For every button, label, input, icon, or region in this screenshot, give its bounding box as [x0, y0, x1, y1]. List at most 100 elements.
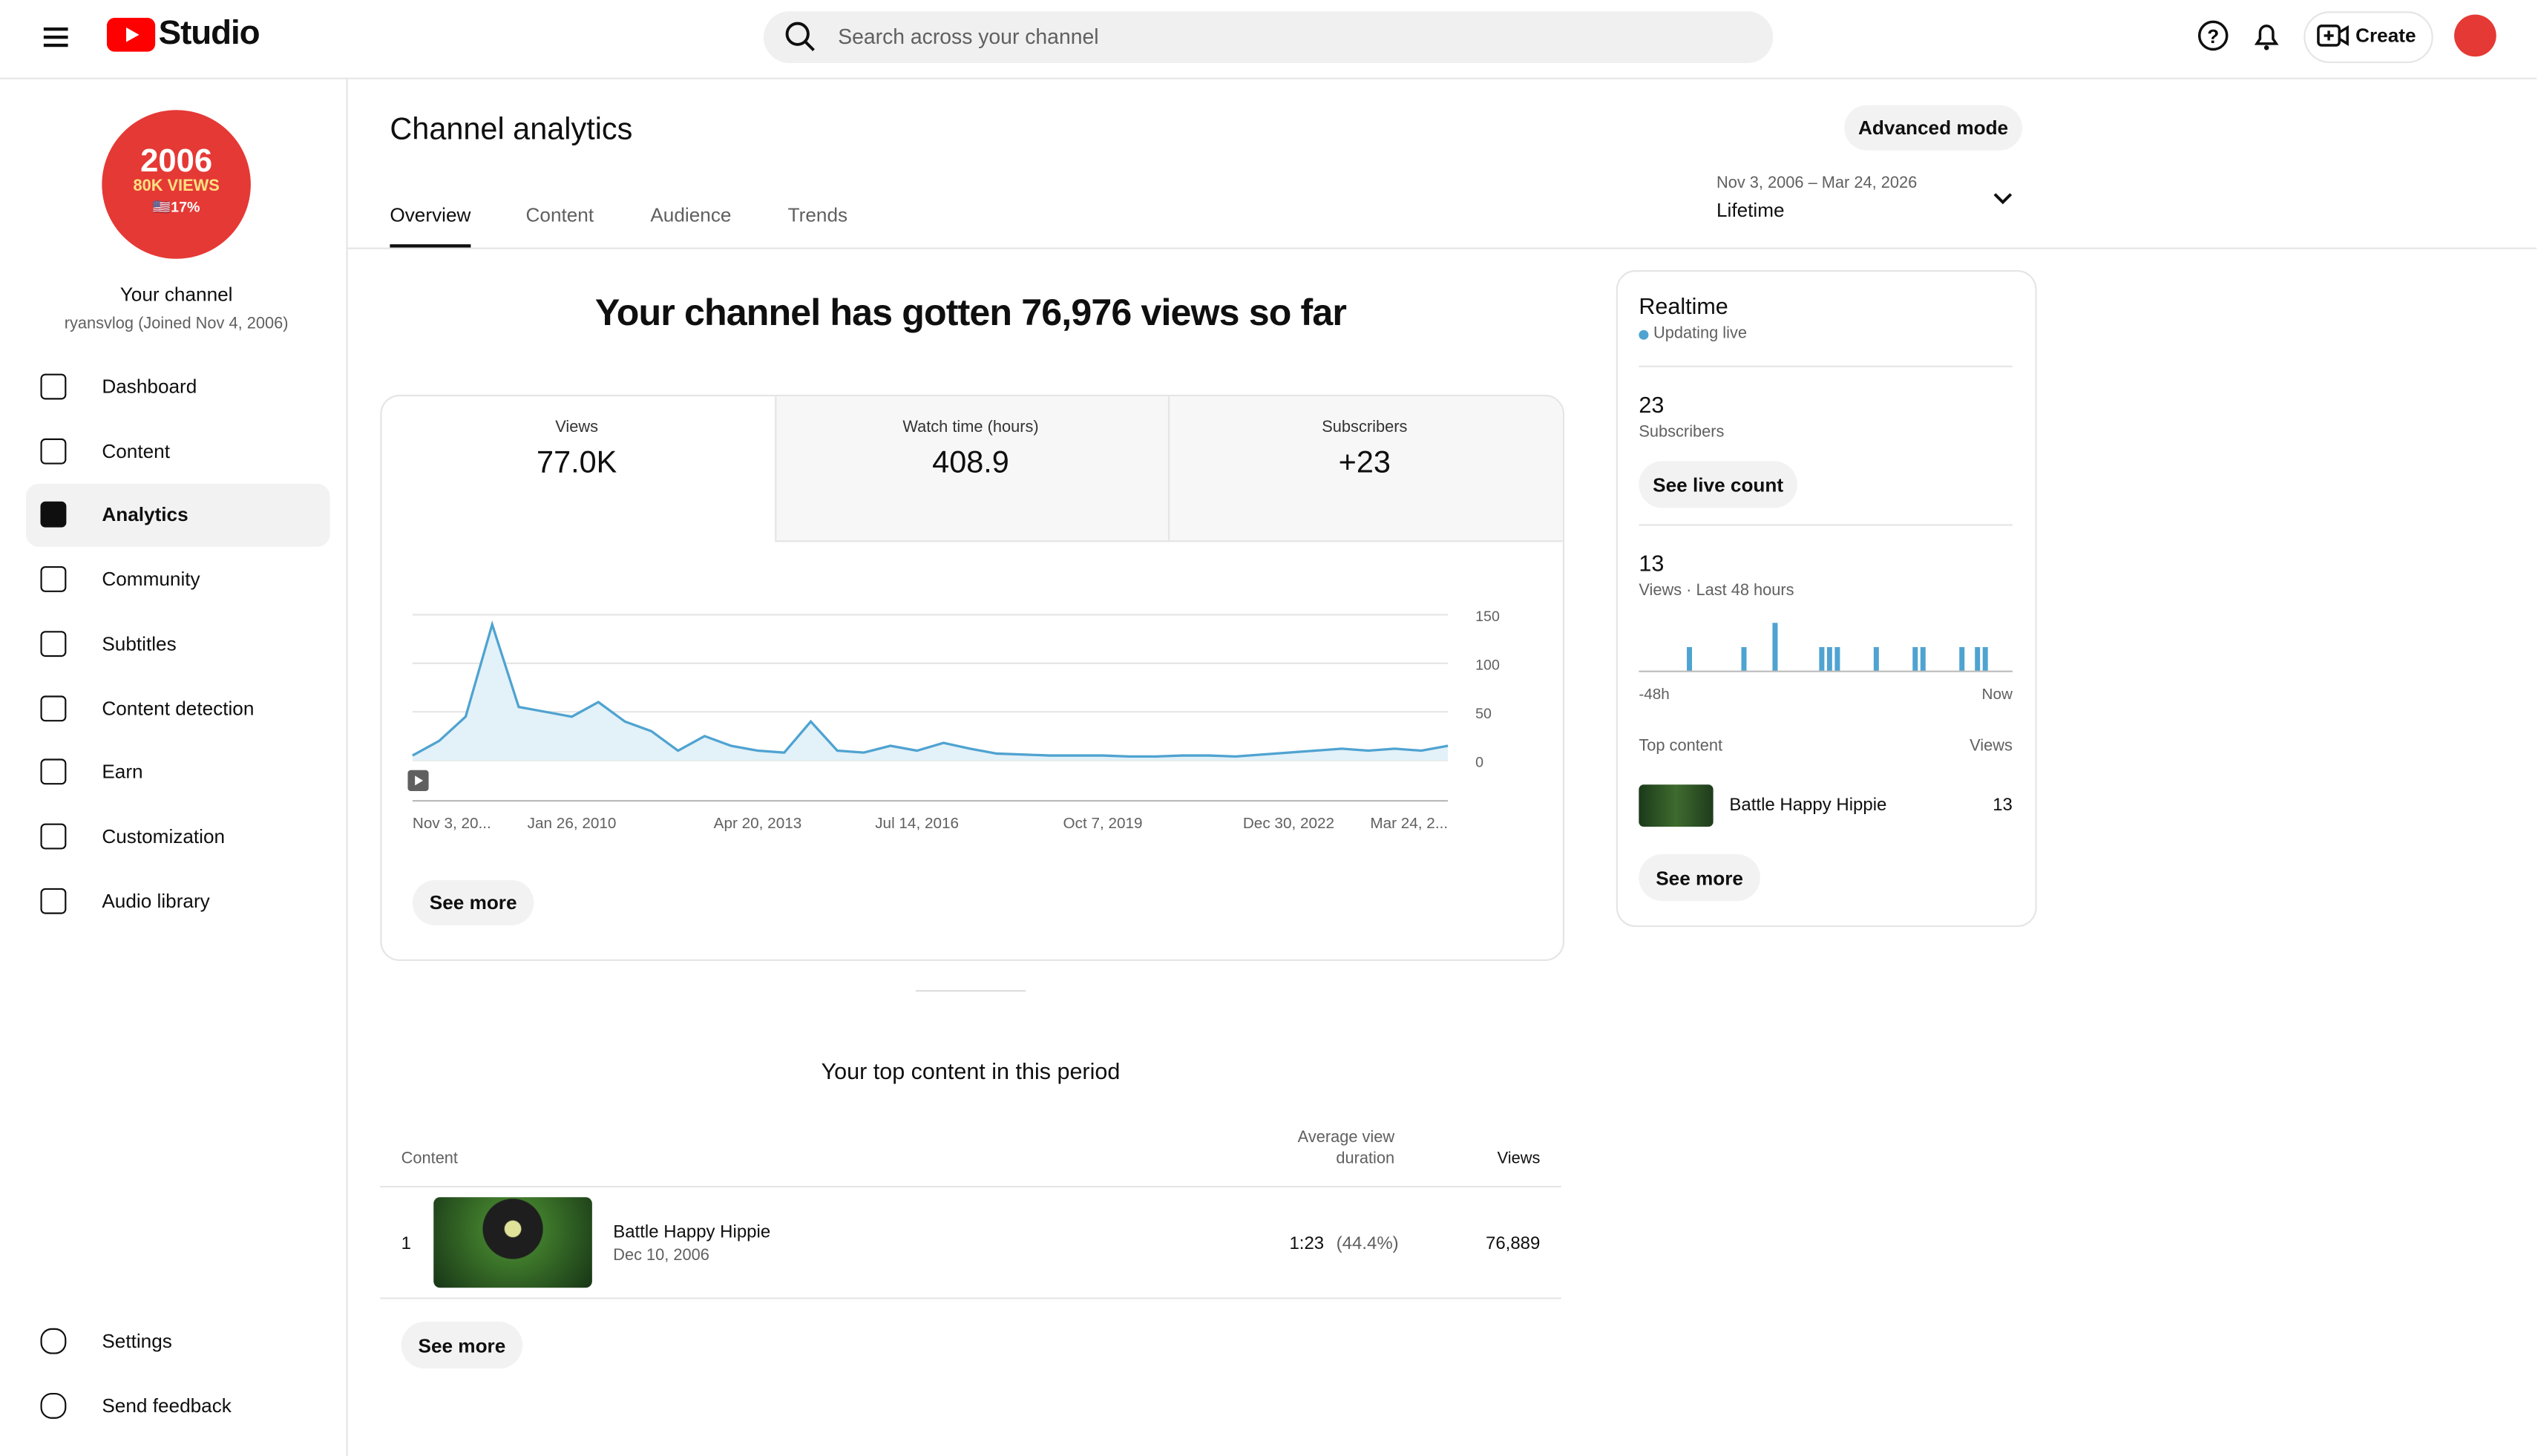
bar — [1873, 647, 1879, 672]
date-range: Nov 3, 2006 – Mar 24, 2026 — [1716, 174, 1918, 193]
sidebar — [0, 79, 348, 1456]
subscriber-count: 23 — [1639, 391, 1665, 418]
metric-label[interactable]: Subscribers — [1322, 419, 1408, 437]
metric-value: +23 — [1338, 446, 1391, 481]
logo-icon[interactable] — [106, 17, 156, 52]
divider — [347, 247, 2537, 249]
nav-icon[interactable] — [40, 1392, 67, 1419]
subscriber-label: Subscribers — [1639, 424, 1725, 442]
bar — [1959, 647, 1965, 672]
tab[interactable]: Audience — [650, 203, 732, 227]
x-tick-label: Oct 7, 2019 — [1063, 815, 1143, 832]
x-tick-label: Jul 14, 2016 — [875, 815, 959, 832]
realtime-views-label: Views · Last 48 hours — [1639, 582, 1794, 600]
tab[interactable]: Overview — [390, 203, 471, 227]
x-tick-label: Apr 20, 2013 — [714, 815, 802, 832]
x-tick-label: Now — [1981, 686, 2012, 703]
views-chart: 0 50 100 150 Nov 3, 20... Jan 26, 2010 Apr 20,… — [412, 609, 1500, 832]
nav-icon[interactable] — [40, 502, 67, 528]
top-content-title: Your top content in this period — [821, 1057, 1121, 1084]
tab[interactable]: Content — [525, 203, 594, 227]
nav-item[interactable]: Settings — [102, 1329, 172, 1353]
realtime-chart: -48h Now — [1639, 623, 2013, 703]
views-column-label: Views — [1970, 738, 2013, 756]
row-rank: 1 — [401, 1234, 411, 1254]
thumbnail[interactable] — [1639, 784, 1714, 827]
realtime-views: 13 — [1639, 550, 1665, 577]
realtime-status: Updating live — [1653, 325, 1747, 344]
video-views: 13 — [1993, 796, 2013, 816]
divider — [775, 396, 777, 541]
column-header: Content — [401, 1150, 459, 1168]
nav-item[interactable]: Customization — [102, 824, 226, 848]
video-date: Dec 10, 2006 — [613, 1247, 709, 1265]
top-content-label: Top content — [1639, 738, 1723, 756]
row-views: 76,889 — [1485, 1234, 1541, 1254]
nav-icon[interactable] — [40, 438, 67, 464]
period-dropdown[interactable] — [1990, 188, 2016, 211]
nav-item[interactable]: Community — [102, 568, 200, 591]
tab-underline — [390, 244, 471, 248]
channel-handle: ryansvlog (Joined Nov 4, 2006) — [64, 315, 289, 334]
avg-duration: 1:23 — [1289, 1234, 1325, 1254]
nav-item[interactable]: Content — [102, 439, 170, 462]
thumbnail[interactable] — [433, 1197, 592, 1288]
bar — [1772, 623, 1778, 672]
search-box[interactable] — [763, 11, 1774, 64]
create-label[interactable]: Create — [2355, 24, 2416, 47]
nav-item[interactable]: Send feedback — [102, 1394, 232, 1417]
nav-item[interactable]: Subtitles — [102, 632, 177, 655]
x-tick-label: Dec 30, 2022 — [1243, 815, 1334, 832]
nav-item[interactable]: Dashboard — [102, 375, 197, 399]
nav-icon[interactable] — [40, 695, 67, 721]
account-avatar[interactable] — [2454, 14, 2496, 57]
notifications-button[interactable] — [2249, 18, 2284, 53]
nav-item[interactable]: Earn — [102, 761, 143, 784]
nav-icon[interactable] — [40, 758, 67, 785]
play-icon[interactable] — [407, 770, 429, 792]
see-more-button[interactable]: See more — [412, 879, 534, 925]
see-more-button[interactable]: See more — [1639, 854, 1760, 902]
see-live-count-button[interactable]: See live count — [1639, 461, 1797, 508]
nav-icon[interactable] — [40, 1328, 67, 1354]
column-header: Average view duration — [1297, 1129, 1395, 1168]
nav-item[interactable]: Audio library — [102, 889, 210, 912]
nav-active-bg — [25, 484, 330, 548]
video-title[interactable]: Battle Happy Hippie — [613, 1223, 771, 1243]
nav-icon[interactable] — [40, 887, 67, 914]
logo-text[interactable]: Studio — [158, 14, 260, 52]
help-button[interactable]: ? — [2195, 18, 2231, 53]
advanced-mode-button[interactable]: Advanced mode — [1844, 105, 2022, 151]
nav-icon[interactable] — [40, 823, 67, 850]
avatar-text: 80K VIEWS — [133, 177, 220, 196]
tab[interactable]: Trends — [787, 203, 848, 227]
bar — [1741, 647, 1747, 672]
nav-icon[interactable] — [40, 630, 67, 657]
metric-label[interactable]: Watch time (hours) — [902, 419, 1039, 437]
metric-value: 408.9 — [932, 446, 1009, 481]
nav-item[interactable]: Analytics — [102, 503, 188, 527]
create-button[interactable] — [2303, 11, 2433, 64]
channel-name[interactable]: Your channel — [119, 283, 233, 306]
metric-label[interactable]: Views — [555, 419, 599, 437]
bar — [1912, 647, 1918, 672]
avatar-text: 2006 — [140, 144, 213, 180]
divider — [380, 1297, 1561, 1299]
nav-icon[interactable] — [40, 566, 67, 593]
menu-button[interactable] — [39, 19, 74, 55]
video-title[interactable]: Battle Happy Hippie — [1729, 796, 1887, 816]
see-more-button[interactable]: See more — [401, 1322, 523, 1369]
divider — [380, 1185, 1561, 1188]
column-header[interactable]: Views — [1497, 1150, 1541, 1168]
nav-item[interactable]: Content detection — [102, 696, 255, 720]
overview-card — [380, 394, 1565, 961]
y-tick-label: 50 — [1475, 706, 1492, 722]
nav-icon[interactable] — [40, 373, 67, 400]
period[interactable]: Lifetime — [1716, 199, 1785, 222]
bar — [1819, 647, 1825, 672]
divider — [915, 990, 1026, 992]
channel-avatar[interactable]: 2006 80K VIEWS 🇺🇸17% — [102, 110, 251, 259]
bar — [1975, 647, 1981, 672]
